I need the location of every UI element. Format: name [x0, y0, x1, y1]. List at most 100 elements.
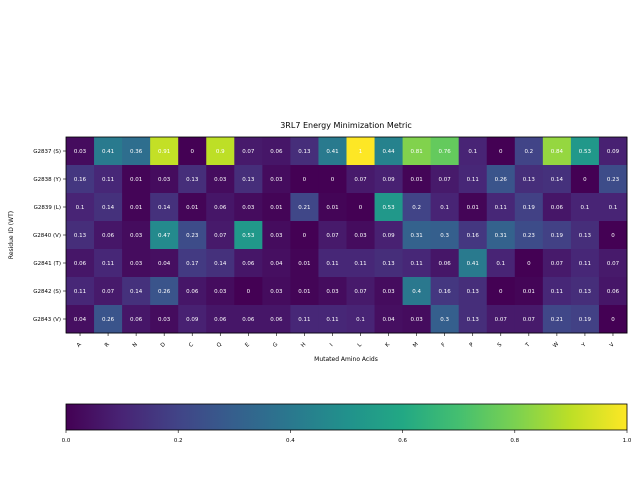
cell-value-label: 0.06: [439, 261, 452, 267]
heatmap-cell: [234, 165, 263, 194]
cell-value-label: 0.44: [382, 149, 395, 155]
heatmap-cell: [374, 193, 404, 222]
heatmap-cell: [262, 165, 291, 194]
heatmap-cell: [178, 193, 207, 222]
heatmap-cell: [66, 193, 95, 222]
cell-value-label: 0.9: [216, 149, 225, 155]
heatmap-cell: [94, 137, 123, 166]
heatmap-cell: [486, 221, 516, 250]
cell-value-label: 0.1: [609, 205, 618, 211]
cell-value-label: 0.84: [551, 149, 564, 155]
heatmap-cell: [570, 305, 600, 334]
cell-value-label: 0.26: [158, 289, 171, 295]
heatmap-cell: [178, 277, 207, 306]
cell-value-label: 0.1: [496, 261, 505, 267]
colorbar-tick-label: 0.0: [62, 438, 71, 444]
heatmap-cell: [458, 305, 488, 334]
heatmap-cell: [542, 305, 572, 334]
cell-value-label: 0.03: [411, 317, 424, 323]
heatmap-cell: [570, 165, 600, 194]
cell-value-label: 0.04: [382, 317, 395, 323]
heatmap-cell: [430, 277, 460, 306]
x-tick-label: N: [132, 342, 139, 349]
cell-value-label: 0.09: [186, 317, 199, 323]
heatmap-cell: [206, 221, 235, 250]
heatmap-cell: [234, 221, 263, 250]
cell-value-label: 0.41: [326, 149, 338, 155]
colorbar-tick-label: 0.8: [510, 438, 519, 444]
heatmap-cell: [486, 165, 516, 194]
cell-value-label: 0: [527, 261, 531, 267]
heatmap-cell: [346, 193, 376, 222]
heatmap-cell: [94, 193, 123, 222]
cell-value-label: 0.3: [440, 317, 449, 323]
cell-value-label: 0.11: [102, 261, 114, 267]
heatmap-cell: [486, 137, 516, 166]
y-tick-label: G2840 (V): [33, 233, 61, 239]
x-tick-label: L: [357, 341, 364, 348]
heatmap-cell: [458, 137, 488, 166]
cell-value-label: 0.53: [242, 233, 255, 239]
heatmap-cell: [514, 249, 544, 278]
cell-value-label: 0.06: [214, 205, 227, 211]
cell-value-label: 0: [303, 177, 307, 183]
cell-value-label: 0.01: [467, 205, 479, 211]
heatmap-cell: [486, 277, 516, 306]
cell-value-label: 0.06: [186, 289, 199, 295]
cell-value-label: 0.03: [130, 233, 143, 239]
cell-value-label: 0.23: [186, 233, 199, 239]
heatmap-cell: [262, 305, 291, 334]
y-tick-label: G2841 (T): [33, 261, 61, 267]
cell-value-label: 0.1: [440, 205, 449, 211]
heatmap-cell: [262, 249, 291, 278]
cell-value-label: 0.16: [467, 233, 480, 239]
heatmap-cell: [94, 165, 123, 194]
heatmap-cell: [402, 249, 432, 278]
heatmap-cell: [178, 137, 207, 166]
cell-value-label: 0.31: [495, 233, 507, 239]
cell-value-label: 0.01: [186, 205, 198, 211]
heatmap-cell: [178, 221, 207, 250]
heatmap-cell: [542, 165, 572, 194]
cell-value-label: 0.03: [270, 289, 283, 295]
cell-value-label: 0.11: [102, 177, 114, 183]
heatmap-cell: [178, 165, 207, 194]
cell-value-label: 0.14: [551, 177, 564, 183]
cell-value-label: 0.19: [551, 233, 564, 239]
heatmap-cell: [206, 277, 235, 306]
heatmap-cell: [178, 305, 207, 334]
colorbar-tick-label: 0.2: [174, 438, 183, 444]
cell-value-label: 0.07: [102, 289, 115, 295]
chart-title: 3RL7 Energy Minimization Metric: [280, 121, 412, 130]
heatmap-cell: [150, 249, 179, 278]
cell-value-label: 0.01: [326, 205, 338, 211]
cell-value-label: 0.04: [74, 317, 87, 323]
heatmap-cell: [290, 305, 319, 334]
heatmap-cell: [234, 193, 263, 222]
cell-value-label: 0.76: [439, 149, 452, 155]
cell-value-label: 0: [611, 317, 615, 323]
cell-value-label: 0.13: [467, 289, 480, 295]
heatmap-cell-labels: 0.03 0.41 0.36 0.91 0 0.9 0.07 0.06 0.13 0.41 1 0.4…: [74, 149, 620, 323]
heatmap-cell: [402, 305, 432, 334]
cell-value-label: 0.23: [523, 233, 536, 239]
cell-value-label: 0.13: [298, 149, 311, 155]
heatmap-cell: [514, 137, 544, 166]
cell-value-label: 0.19: [579, 317, 592, 323]
cell-value-label: 0.03: [158, 177, 171, 183]
x-tick-label: D: [160, 342, 167, 349]
colorbar-tick-label: 0.4: [286, 438, 295, 444]
heatmap-cell: [346, 221, 376, 250]
heatmap-cell: [514, 221, 544, 250]
cell-value-label: 0.11: [326, 317, 338, 323]
heatmap-cell: [234, 305, 263, 334]
cell-value-label: 0: [331, 177, 335, 183]
cell-value-label: 0.1: [468, 149, 477, 155]
heatmap-cell: [402, 193, 432, 222]
heatmap-cell: [430, 249, 460, 278]
heatmap-cell: [346, 249, 376, 278]
cell-value-label: 0.13: [467, 317, 480, 323]
cell-value-label: 0: [303, 233, 307, 239]
